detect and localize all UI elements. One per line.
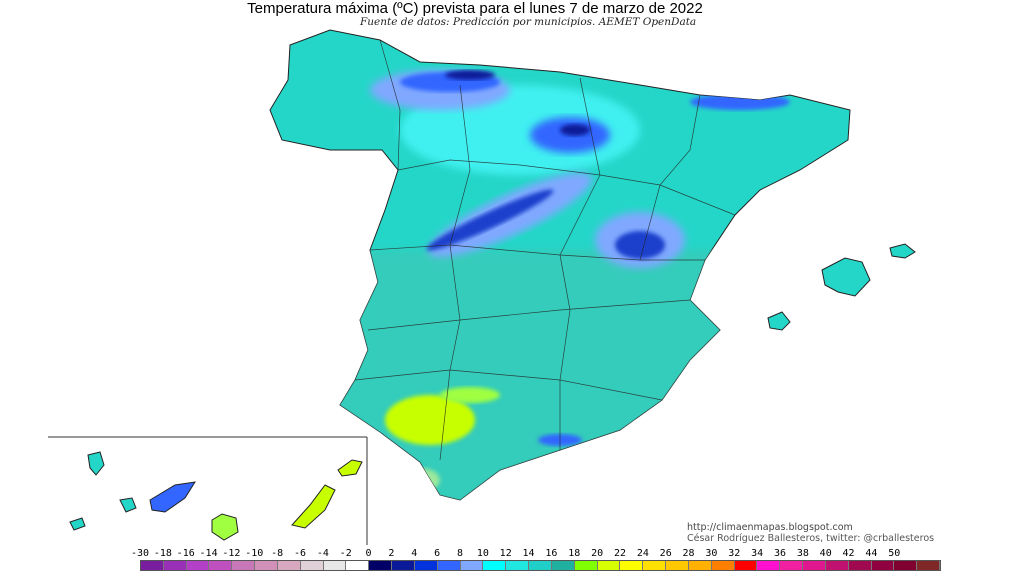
legend-swatch xyxy=(392,561,415,570)
legend-swatch xyxy=(209,561,233,570)
legend-swatch xyxy=(711,561,735,570)
legend-label: 4 xyxy=(411,548,418,559)
legend-swatch xyxy=(917,561,940,570)
legend-label: -4 xyxy=(316,548,329,559)
legend-swatch xyxy=(597,561,621,570)
legend-label: 18 xyxy=(568,548,581,559)
legend-label: 12 xyxy=(499,548,512,559)
legend-swatch xyxy=(506,561,530,570)
legend-label: 30 xyxy=(705,548,718,559)
balearic-islands xyxy=(767,243,916,331)
map-title-text: Temperatura máxima (ºC) prevista para el… xyxy=(247,0,703,17)
legend-label: 50 xyxy=(888,548,901,559)
legend-label: 16 xyxy=(545,548,558,559)
legend-swatch xyxy=(346,561,370,570)
legend-swatch xyxy=(757,561,781,570)
legend-swatch xyxy=(825,561,849,570)
legend-label: 28 xyxy=(682,548,695,559)
legend-label: -18 xyxy=(153,548,172,559)
legend-swatch xyxy=(551,561,575,570)
legend-swatch xyxy=(871,561,895,570)
legend-label: -16 xyxy=(176,548,195,559)
legend-swatch xyxy=(483,561,507,570)
legend-swatch xyxy=(163,561,187,570)
spain-mainland xyxy=(269,29,851,501)
legend-swatch xyxy=(688,561,712,570)
legend-swatch xyxy=(300,561,324,570)
legend-label: -14 xyxy=(199,548,218,559)
legend-label: 32 xyxy=(728,548,741,559)
legend-label: -2 xyxy=(339,548,352,559)
legend-label: 0 xyxy=(365,548,372,559)
legend-label: 44 xyxy=(865,548,878,559)
legend-swatch xyxy=(369,561,393,570)
legend-swatch xyxy=(529,561,552,570)
credits-url: http://climaenmapas.blogspot.com xyxy=(687,522,853,533)
legend-label: 24 xyxy=(636,548,649,559)
legend-swatch xyxy=(141,561,164,570)
legend-swatch xyxy=(323,561,347,570)
legend-swatch xyxy=(437,561,461,570)
legend-label: 22 xyxy=(613,548,627,559)
legend-swatch xyxy=(460,561,484,570)
legend-label: -8 xyxy=(271,548,284,559)
legend-swatch xyxy=(620,561,644,570)
legend-swatch xyxy=(643,561,667,570)
legend-label: -10 xyxy=(245,548,264,559)
legend-swatch xyxy=(848,561,872,570)
legend-label: 14 xyxy=(522,548,535,559)
legend-label: 36 xyxy=(773,548,787,559)
legend-label: -30 xyxy=(130,548,150,559)
credits-author: César Rodríguez Ballesteros, twitter: @c… xyxy=(687,533,935,544)
legend-swatch xyxy=(780,561,804,570)
map-title: Temperatura máxima (ºC) prevista para el… xyxy=(0,0,1024,17)
legend-label: 20 xyxy=(591,548,604,559)
canary-inset xyxy=(48,436,368,545)
legend-label: 38 xyxy=(796,548,809,559)
color-legend xyxy=(140,560,941,571)
legend-swatch xyxy=(232,561,256,570)
legend-swatch xyxy=(894,561,918,570)
legend-label: 40 xyxy=(819,548,832,559)
legend-label: -12 xyxy=(222,548,241,559)
legend-swatch xyxy=(803,561,826,570)
credits: http://climaenmapas.blogspot.com César R… xyxy=(687,522,934,544)
map-subtitle: Fuente de datos: Predicción por municipi… xyxy=(360,16,697,28)
legend-swatch xyxy=(186,561,210,570)
legend-label: 8 xyxy=(456,548,464,559)
legend-label: -6 xyxy=(293,548,307,559)
legend-swatch xyxy=(414,561,438,570)
legend-swatch xyxy=(574,561,598,570)
legend-swatch xyxy=(666,561,689,570)
legend-label: 6 xyxy=(434,548,441,559)
legend-label: 42 xyxy=(842,548,855,559)
legend-swatch xyxy=(734,561,758,570)
legend-swatch xyxy=(255,561,278,570)
legend-label: 26 xyxy=(659,548,672,559)
legend-label: 10 xyxy=(476,548,489,559)
legend-labels: -30 -18 -16 -14 -12 -10 -8 -6 -4 -2 0 2 4 6 8 10 12 14 16 1… xyxy=(0,548,1024,560)
legend-label: 34 xyxy=(751,548,764,559)
legend-label: 2 xyxy=(388,548,395,559)
legend-swatch xyxy=(277,561,301,570)
